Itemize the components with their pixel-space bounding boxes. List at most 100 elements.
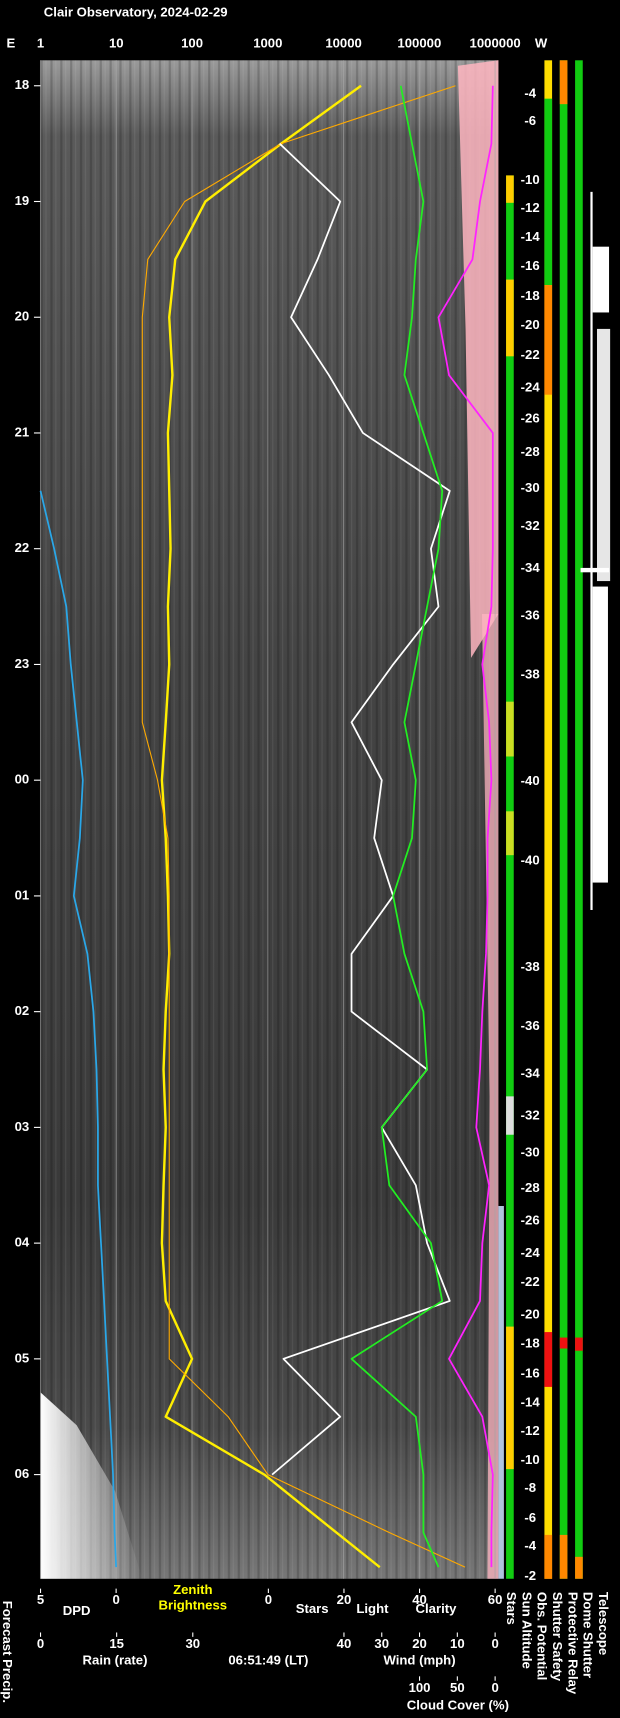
obs-potential: [544, 285, 553, 395]
sun-altitude-label: -8: [524, 1480, 536, 1495]
axis-tick-label: 20: [412, 1636, 427, 1651]
sun-altitude-label: -38: [521, 959, 540, 974]
axis-tick-label: 5: [37, 1592, 44, 1607]
sun-altitude-label: -30: [521, 1144, 540, 1159]
telescope: [592, 586, 608, 883]
stars-status: [506, 701, 514, 757]
sun-altitude-label: -18: [521, 288, 540, 303]
shutter-safety: [559, 1337, 568, 1349]
time-tick-label: 02: [15, 1003, 30, 1018]
title: Clair Observatory, 2024-02-29: [44, 5, 228, 20]
sun-altitude-label: -32: [521, 1107, 540, 1122]
axis-label: Wind (mph): [383, 1652, 455, 1667]
obs-potential: [544, 98, 553, 286]
time-tick-label: 22: [15, 540, 30, 555]
axis-label: Rain (rate): [83, 1652, 148, 1667]
telescope: [592, 246, 610, 313]
stars-status: [506, 175, 514, 1579]
column-label: Dome Shutter: [581, 1592, 596, 1678]
sun-altitude-label: -28: [521, 1180, 540, 1195]
sun-altitude-label: -22: [521, 347, 540, 362]
telescope: [580, 567, 610, 573]
shutter-safety: [559, 1534, 568, 1579]
sun-altitude-label: -14: [521, 1394, 541, 1409]
axis-tick-label: 40: [337, 1636, 352, 1651]
axis-tick-label: 0: [112, 1592, 119, 1607]
column-label: Obs. Potential: [535, 1592, 550, 1680]
axis-tick-label: 0: [491, 1680, 498, 1695]
axis-tick-label: 10: [450, 1636, 465, 1651]
sun-altitude-label: -26: [521, 1213, 540, 1228]
obs-potential: [544, 1332, 553, 1387]
forecast-band: [481, 613, 499, 1579]
axis-tick-label: 20: [337, 1592, 352, 1607]
shutter-safety: [559, 60, 568, 105]
sun-altitude-label: -34: [521, 1066, 541, 1081]
axis-tick-label: 0: [265, 1592, 272, 1607]
sun-altitude-label: -12: [521, 1423, 540, 1438]
time-tick-label: 03: [15, 1119, 30, 1134]
axis-tick-label: 60: [488, 1592, 503, 1607]
column-label: Telescope: [596, 1592, 611, 1655]
sun-altitude-label: -24: [521, 379, 541, 394]
sun-altitude-label: -36: [521, 1018, 540, 1033]
stars-status: [498, 1205, 504, 1579]
series-label: Clarity: [416, 1601, 458, 1616]
time-tick-label: 01: [15, 887, 30, 902]
sun-altitude-label: -30: [521, 480, 540, 495]
axis-tick-label: 30: [374, 1636, 389, 1651]
status-columns: [498, 60, 611, 1579]
twilight-glow: [40, 1392, 143, 1579]
forecast-precip-label: Forecast Precip.: [0, 1601, 15, 1703]
series: [39, 84, 494, 1569]
sun-altitude-label: -32: [521, 518, 540, 533]
protective-relay: [575, 1556, 583, 1579]
timestamp: 06:51:49 (LT): [228, 1652, 308, 1667]
obs-potential: [544, 60, 553, 1579]
series-line: [160, 84, 381, 1569]
sun-altitude-label: -40: [521, 853, 540, 868]
sun-altitude-label: -12: [521, 200, 540, 215]
axis-tick-label: 1000: [253, 35, 282, 50]
series-line: [39, 490, 117, 1568]
obs-potential: [544, 1534, 553, 1579]
axis-tick-label: 1000000: [470, 35, 521, 50]
column-label: Protective Relay: [565, 1592, 580, 1695]
sun-altitude-label: -24: [521, 1245, 541, 1260]
forecast-band: [457, 60, 499, 658]
series-line: [350, 85, 444, 1568]
series-line: [141, 85, 466, 1568]
column-label: Shutter Safety: [550, 1592, 565, 1682]
sun-altitude-label: -4: [524, 1538, 536, 1553]
sun-altitude-label: -22: [521, 1274, 540, 1289]
sun-altitude-label: -10: [521, 1452, 540, 1467]
shutter-safety: [559, 60, 568, 1579]
series-line: [437, 85, 494, 1568]
axis-tick-label: 100000: [397, 35, 441, 50]
column-label: Sun Altitude: [519, 1592, 534, 1669]
sun-altitude-label: -14: [521, 229, 541, 244]
axis-tick-label: 10: [109, 35, 124, 50]
sun-altitude-label: -4: [524, 85, 536, 100]
sun-altitude-label: -6: [524, 1510, 536, 1525]
time-tick-label: 05: [15, 1350, 30, 1365]
sun-altitude-label: -20: [521, 1306, 540, 1321]
series-line: [271, 142, 451, 1476]
time-tick-label: 06: [15, 1466, 30, 1481]
axis-tick-label: 0: [37, 1636, 44, 1651]
sun-altitude-label: -2: [524, 1568, 536, 1583]
axis-label: DPD: [63, 1603, 91, 1618]
axis-tick-label: 40: [412, 1592, 427, 1607]
sun-altitude-label: -38: [521, 666, 540, 681]
axis-label: Cloud Cover (%): [407, 1697, 509, 1712]
sun-altitude-label: -26: [521, 411, 540, 426]
stars-status: [506, 175, 514, 203]
sun-altitude-label: -40: [521, 773, 540, 788]
sun-altitude-label: -36: [521, 607, 540, 622]
axis-tick-label: 50: [450, 1680, 465, 1695]
sun-altitude-label: -16: [521, 258, 540, 273]
east-label: E: [7, 35, 16, 50]
sun-altitude-label: -16: [521, 1365, 540, 1380]
